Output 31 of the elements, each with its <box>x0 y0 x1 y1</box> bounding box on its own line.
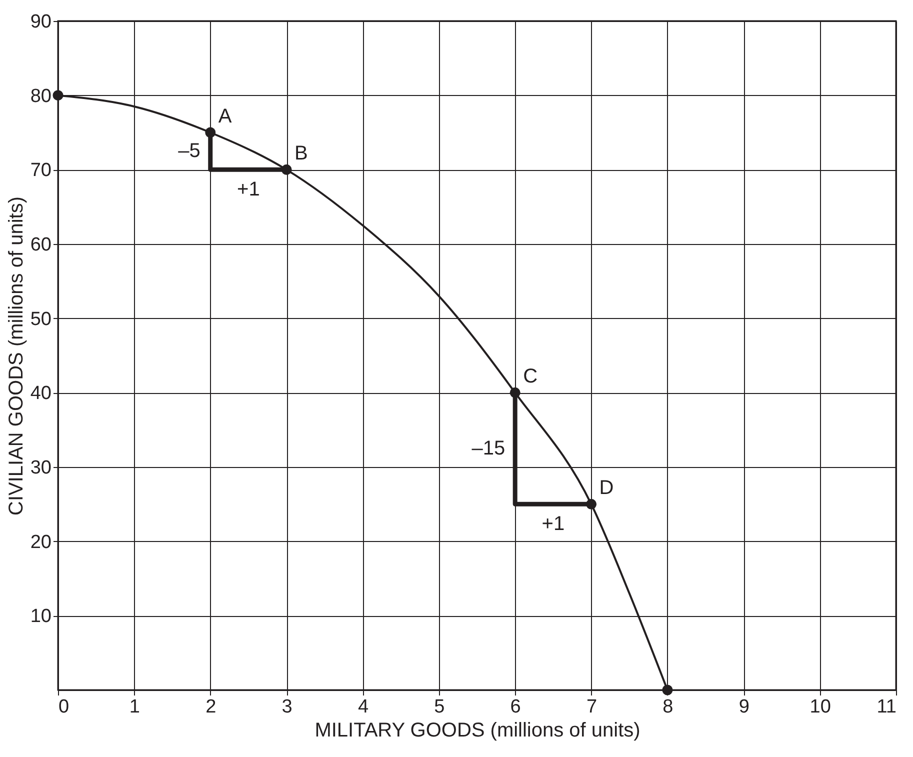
x-tick-label: 11 <box>876 696 896 718</box>
annotation: +1 <box>237 178 260 201</box>
x-tick-label: 5 <box>434 696 445 718</box>
y-tick-label: 80 <box>30 86 52 107</box>
x-tick-label: 6 <box>510 696 521 718</box>
x-tick-label: 8 <box>662 696 674 718</box>
y-tick-label: 60 <box>30 234 52 256</box>
y-tick-label: 40 <box>30 383 52 404</box>
annotation: A <box>218 106 232 128</box>
y-tick-label: 10 <box>30 606 52 628</box>
annotation: –5 <box>178 140 200 162</box>
x-tick-label: 1 <box>129 696 140 718</box>
x-tick-label: 0 <box>58 696 70 718</box>
x-axis-title: MILITARY GOODS (millions of units) <box>314 720 640 742</box>
annotation: C <box>523 366 538 388</box>
y-tick-label: 30 <box>30 458 52 478</box>
x-tick-label: 9 <box>738 696 750 718</box>
y-tick-label: 20 <box>30 532 52 553</box>
x-tick-label: 2 <box>206 696 216 718</box>
x-tick-label: 4 <box>358 696 369 718</box>
x-tick-label: 10 <box>810 696 831 718</box>
annotation: +1 <box>542 513 565 536</box>
x-tick-label: 3 <box>282 696 292 718</box>
y-tick-label: 70 <box>30 160 52 182</box>
annotation: –15 <box>472 437 506 460</box>
y-axis-title: CIVILIAN GOODS (millions of units) <box>5 196 28 516</box>
y-tick-label: 90 <box>30 12 52 32</box>
y-tick-label: 50 <box>30 308 52 330</box>
annotation: D <box>599 477 614 500</box>
annotation: B <box>294 142 308 165</box>
x-tick-label: 7 <box>586 696 598 718</box>
